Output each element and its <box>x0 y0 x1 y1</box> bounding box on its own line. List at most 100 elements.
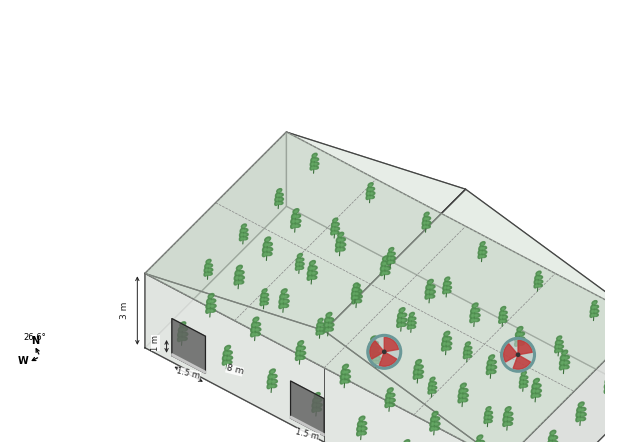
Ellipse shape <box>373 351 377 356</box>
Ellipse shape <box>266 247 273 251</box>
Ellipse shape <box>340 378 345 384</box>
Ellipse shape <box>423 216 427 221</box>
Ellipse shape <box>518 341 525 345</box>
Ellipse shape <box>239 232 243 237</box>
Ellipse shape <box>467 352 470 354</box>
Ellipse shape <box>206 307 210 313</box>
Ellipse shape <box>578 408 581 411</box>
Ellipse shape <box>578 402 584 407</box>
Ellipse shape <box>376 354 379 355</box>
Ellipse shape <box>387 255 391 260</box>
Ellipse shape <box>295 225 298 227</box>
Ellipse shape <box>521 377 523 379</box>
Ellipse shape <box>480 255 482 258</box>
Ellipse shape <box>389 393 395 397</box>
Ellipse shape <box>388 251 392 256</box>
Ellipse shape <box>298 341 304 345</box>
Ellipse shape <box>458 392 463 398</box>
Ellipse shape <box>397 317 401 323</box>
Ellipse shape <box>428 385 432 390</box>
Ellipse shape <box>401 313 407 317</box>
Ellipse shape <box>264 303 266 304</box>
Ellipse shape <box>272 376 275 378</box>
Ellipse shape <box>206 273 208 275</box>
Ellipse shape <box>577 406 582 412</box>
Ellipse shape <box>427 291 429 293</box>
Ellipse shape <box>373 353 376 354</box>
Ellipse shape <box>410 321 416 324</box>
Ellipse shape <box>446 291 449 293</box>
Ellipse shape <box>309 260 316 265</box>
Ellipse shape <box>255 324 259 326</box>
Ellipse shape <box>535 275 539 280</box>
Ellipse shape <box>227 357 230 359</box>
Ellipse shape <box>532 383 537 389</box>
Ellipse shape <box>473 309 480 312</box>
Ellipse shape <box>446 282 451 285</box>
Ellipse shape <box>384 258 387 260</box>
Ellipse shape <box>226 347 229 350</box>
Ellipse shape <box>489 366 490 369</box>
Ellipse shape <box>563 360 570 364</box>
Ellipse shape <box>300 348 303 350</box>
Ellipse shape <box>516 343 518 345</box>
Ellipse shape <box>227 352 230 354</box>
Ellipse shape <box>355 290 362 293</box>
Ellipse shape <box>594 311 596 312</box>
Ellipse shape <box>293 209 299 213</box>
Ellipse shape <box>487 415 493 419</box>
Ellipse shape <box>523 373 525 375</box>
Ellipse shape <box>333 224 335 226</box>
Ellipse shape <box>607 380 609 383</box>
Ellipse shape <box>445 337 451 340</box>
Ellipse shape <box>534 384 541 388</box>
Ellipse shape <box>319 320 322 322</box>
Ellipse shape <box>372 346 379 350</box>
Ellipse shape <box>239 277 242 279</box>
Ellipse shape <box>414 373 418 379</box>
Ellipse shape <box>556 346 558 348</box>
Ellipse shape <box>210 299 216 303</box>
Polygon shape <box>291 416 324 436</box>
Ellipse shape <box>360 423 361 425</box>
Ellipse shape <box>482 244 484 245</box>
Ellipse shape <box>502 320 505 322</box>
Ellipse shape <box>508 414 510 415</box>
Ellipse shape <box>260 297 264 302</box>
Ellipse shape <box>332 228 334 230</box>
Ellipse shape <box>375 356 381 360</box>
Ellipse shape <box>374 348 379 352</box>
Ellipse shape <box>518 332 525 335</box>
Ellipse shape <box>211 301 213 302</box>
Ellipse shape <box>410 314 413 316</box>
Ellipse shape <box>277 202 278 205</box>
Ellipse shape <box>326 324 328 327</box>
Ellipse shape <box>534 393 541 397</box>
Ellipse shape <box>296 345 301 351</box>
Ellipse shape <box>295 354 300 360</box>
Ellipse shape <box>609 390 611 392</box>
Ellipse shape <box>487 411 492 415</box>
Ellipse shape <box>297 357 299 359</box>
Ellipse shape <box>355 285 357 286</box>
Ellipse shape <box>592 310 593 312</box>
Ellipse shape <box>291 213 296 219</box>
Polygon shape <box>324 189 620 442</box>
Ellipse shape <box>314 159 317 161</box>
Ellipse shape <box>373 338 375 340</box>
Ellipse shape <box>389 248 394 251</box>
Ellipse shape <box>535 381 538 382</box>
Ellipse shape <box>422 220 426 225</box>
Ellipse shape <box>446 333 448 335</box>
Ellipse shape <box>179 326 183 332</box>
Ellipse shape <box>466 347 472 350</box>
Ellipse shape <box>240 228 244 232</box>
Ellipse shape <box>244 234 246 236</box>
Ellipse shape <box>373 343 376 345</box>
Ellipse shape <box>182 329 185 331</box>
Ellipse shape <box>501 312 503 314</box>
Ellipse shape <box>361 428 365 430</box>
Ellipse shape <box>591 314 593 316</box>
Ellipse shape <box>370 189 373 190</box>
Ellipse shape <box>264 299 267 301</box>
